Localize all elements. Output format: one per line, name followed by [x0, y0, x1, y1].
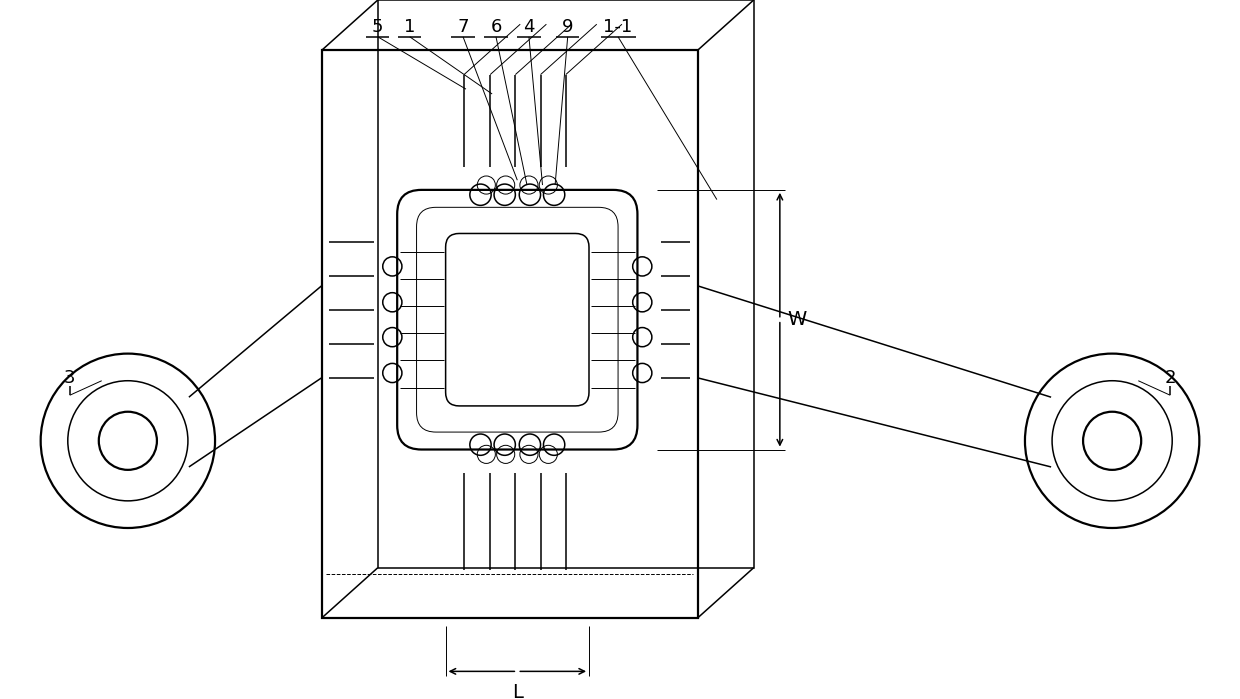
Text: W: W — [787, 310, 807, 329]
Bar — [378, 0, 754, 568]
Bar — [321, 50, 698, 618]
Text: 7: 7 — [458, 18, 469, 36]
Text: 1: 1 — [404, 18, 415, 36]
Text: L: L — [512, 683, 523, 699]
Text: 4: 4 — [523, 18, 534, 36]
Text: 2: 2 — [1164, 369, 1176, 387]
Text: 5: 5 — [372, 18, 383, 36]
Text: 1-1: 1-1 — [604, 18, 632, 36]
Text: 6: 6 — [490, 18, 502, 36]
Text: 9: 9 — [562, 18, 573, 36]
Text: 3: 3 — [64, 369, 76, 387]
